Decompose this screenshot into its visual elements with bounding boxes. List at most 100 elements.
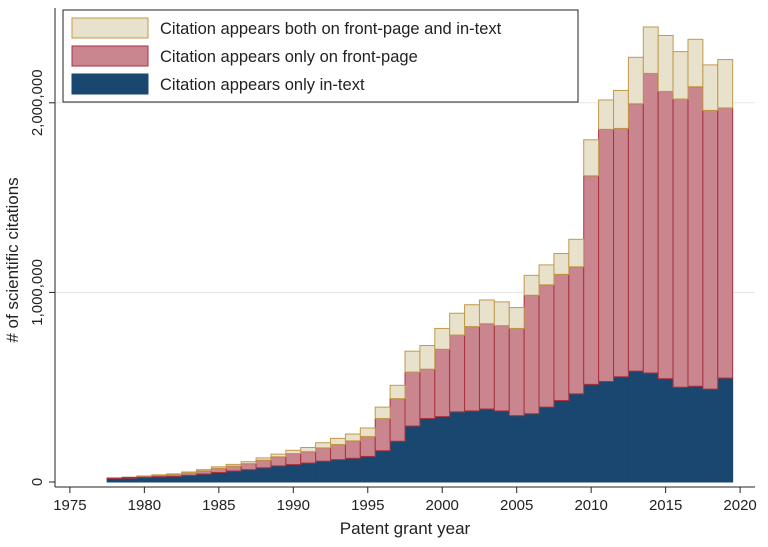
x-tick-label-1980: 1980 — [128, 497, 161, 514]
legend-label-1: Citation appears only on front-page — [160, 48, 418, 66]
bar-2003-series-0 — [479, 409, 494, 482]
legend-swatch-2 — [72, 74, 148, 94]
bar-1994-series-1 — [345, 441, 360, 458]
x-tick-label-1995: 1995 — [351, 497, 384, 514]
bar-1993-series-2 — [331, 438, 346, 444]
bar-2012-series-1 — [614, 128, 629, 376]
bar-1987-series-0 — [241, 470, 256, 482]
bar-1989-series-0 — [271, 466, 286, 482]
bar-2016-series-2 — [673, 52, 688, 99]
bar-1985-series-1 — [211, 468, 226, 472]
bar-2012-series-0 — [614, 377, 629, 482]
bar-2004-series-0 — [494, 411, 509, 482]
bar-1988-series-2 — [256, 458, 271, 460]
bar-2001-series-0 — [450, 412, 465, 482]
bar-2007-series-1 — [539, 285, 554, 407]
bar-2001-series-2 — [450, 313, 465, 335]
bar-2003-series-2 — [479, 300, 494, 324]
bar-2000-series-0 — [435, 417, 450, 482]
bar-2006-series-1 — [524, 295, 539, 414]
bar-2010-series-0 — [584, 384, 599, 482]
bar-1979-series-1 — [122, 477, 137, 478]
bar-1999-series-1 — [420, 369, 435, 418]
bar-1996-series-0 — [375, 451, 390, 482]
bar-2018-series-2 — [703, 65, 718, 111]
bar-1995-series-1 — [360, 436, 375, 456]
bar-1994-series-2 — [345, 434, 360, 441]
x-tick-label-2015: 2015 — [649, 497, 682, 514]
bar-1989-series-2 — [271, 454, 286, 457]
bar-2013-series-2 — [628, 57, 643, 103]
bar-2011-series-2 — [599, 100, 614, 129]
bar-2002-series-0 — [465, 411, 480, 482]
x-tick-label-2000: 2000 — [426, 497, 459, 514]
bar-1990-series-2 — [286, 450, 301, 453]
bar-2002-series-1 — [465, 327, 480, 411]
bar-2008-series-2 — [554, 254, 569, 275]
x-axis-title: Patent grant year — [340, 519, 471, 538]
bar-1995-series-0 — [360, 456, 375, 482]
legend-swatch-1 — [72, 46, 148, 66]
bar-2005-series-1 — [509, 328, 524, 415]
bar-1982-series-2 — [167, 474, 182, 475]
bar-2013-series-0 — [628, 371, 643, 482]
x-tick-label-1975: 1975 — [53, 497, 86, 514]
legend-label-0: Citation appears both on front-page and … — [160, 20, 502, 38]
legend-swatch-0 — [72, 18, 148, 38]
bar-1999-series-0 — [420, 418, 435, 482]
bar-1990-series-0 — [286, 465, 301, 482]
bar-2009-series-2 — [569, 239, 584, 266]
bar-1996-series-2 — [375, 407, 390, 418]
y-axis-title: # of scientific citations — [3, 177, 22, 342]
bar-1999-series-2 — [420, 345, 435, 369]
bar-2002-series-2 — [465, 305, 480, 327]
bar-2014-series-1 — [643, 73, 658, 373]
bar-1994-series-0 — [345, 458, 360, 482]
bar-1998-series-0 — [405, 426, 420, 482]
bar-2017-series-2 — [688, 39, 703, 86]
bar-2015-series-1 — [658, 91, 673, 378]
x-tick-label-1990: 1990 — [277, 497, 310, 514]
bar-2014-series-2 — [643, 27, 658, 73]
bar-1993-series-1 — [331, 444, 346, 459]
bar-2000-series-2 — [435, 328, 450, 349]
bar-2011-series-1 — [599, 129, 614, 381]
bar-1980-series-0 — [137, 477, 152, 482]
bar-1998-series-1 — [405, 372, 420, 426]
bar-2015-series-0 — [658, 379, 673, 482]
bar-1992-series-1 — [316, 448, 331, 461]
bar-1987-series-1 — [241, 464, 256, 470]
bar-1988-series-1 — [256, 460, 271, 468]
bar-1985-series-0 — [211, 473, 226, 482]
bar-1998-series-2 — [405, 351, 420, 372]
bar-2010-series-2 — [584, 140, 599, 176]
bar-1981-series-0 — [152, 477, 167, 482]
bar-2008-series-0 — [554, 400, 569, 482]
legend: Citation appears both on front-page and … — [63, 10, 578, 102]
bar-2007-series-2 — [539, 265, 554, 285]
bar-2003-series-1 — [479, 324, 494, 409]
bar-1984-series-0 — [196, 474, 211, 482]
bar-1993-series-0 — [331, 460, 346, 482]
bar-2018-series-1 — [703, 110, 718, 389]
bar-2007-series-0 — [539, 407, 554, 482]
bar-1982-series-0 — [167, 476, 182, 482]
bar-2005-series-0 — [509, 416, 524, 482]
bar-2019-series-2 — [718, 60, 733, 108]
bar-2016-series-1 — [673, 99, 688, 387]
bar-2011-series-0 — [599, 382, 614, 482]
bar-1984-series-2 — [196, 470, 211, 471]
bar-2005-series-2 — [509, 308, 524, 329]
bar-1985-series-2 — [211, 467, 226, 469]
bar-2016-series-0 — [673, 387, 688, 482]
bar-2010-series-1 — [584, 176, 599, 385]
bar-1988-series-0 — [256, 468, 271, 482]
bar-1989-series-1 — [271, 457, 286, 466]
bar-2018-series-0 — [703, 389, 718, 482]
legend-label-2: Citation appears only in-text — [160, 76, 365, 94]
bar-1986-series-1 — [226, 466, 241, 471]
bar-2019-series-0 — [718, 378, 733, 482]
bar-1979-series-0 — [122, 478, 137, 482]
bar-2008-series-1 — [554, 274, 569, 400]
